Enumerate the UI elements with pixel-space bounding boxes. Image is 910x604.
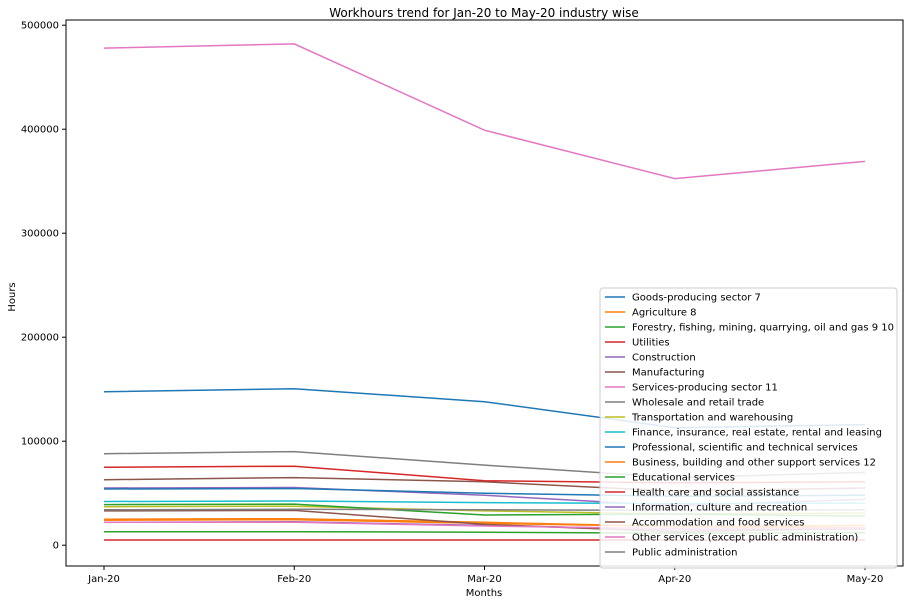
legend-label: Health care and social assistance <box>632 488 799 499</box>
legend-label: Educational services <box>632 473 735 484</box>
y-tick-label: 500000 <box>21 21 59 32</box>
legend-label: Information, culture and recreation <box>632 503 807 514</box>
x-axis: Jan-20 Feb-20 Mar-20 Apr-20 May-20 <box>87 566 883 585</box>
legend-label: Wholesale and retail trade <box>632 398 764 409</box>
legend-label: Accommodation and food services <box>632 518 805 529</box>
x-tick-label: Jan-20 <box>87 574 120 585</box>
legend-label: Services-producing sector 11 <box>632 383 778 394</box>
x-tick-label: May-20 <box>847 574 884 585</box>
legend-label: Manufacturing <box>632 368 704 379</box>
y-axis-title: Hours <box>7 282 18 311</box>
y-tick-label: 200000 <box>21 333 59 344</box>
y-axis: 0 100000 200000 300000 400000 500000 <box>21 21 66 552</box>
legend-label: Forestry, fishing, mining, quarrying, oi… <box>632 323 894 334</box>
legend-label: Public administration <box>632 548 737 559</box>
y-tick-label: 400000 <box>21 125 59 136</box>
y-tick-label: 100000 <box>21 437 59 448</box>
legend-label: Other services (except public administra… <box>632 533 858 544</box>
legend-label: Finance, insurance, real estate, rental … <box>632 428 882 439</box>
legend-label: Utilities <box>632 338 670 349</box>
x-tick-label: Mar-20 <box>467 574 502 585</box>
legend-label: Business, building and other support ser… <box>632 458 876 469</box>
chart-title: Workhours trend for Jan-20 to May-20 ind… <box>329 6 639 20</box>
legend-label: Transportation and warehousing <box>631 413 793 424</box>
legend-label: Professional, scientific and technical s… <box>632 443 858 454</box>
series-line <box>103 43 866 180</box>
legend-label: Agriculture 8 <box>632 308 697 319</box>
x-tick-label: Apr-20 <box>658 574 691 585</box>
x-axis-title: Months <box>466 588 503 599</box>
x-tick-label: Feb-20 <box>277 574 311 585</box>
legend-box <box>599 287 898 569</box>
legend-label: Construction <box>632 353 696 364</box>
y-tick-label: 300000 <box>21 229 59 240</box>
legend: Goods-producing sector 7 Agriculture 8 For… <box>599 287 898 569</box>
legend-label: Goods-producing sector 7 <box>632 293 761 304</box>
y-tick-label: 0 <box>53 541 59 552</box>
